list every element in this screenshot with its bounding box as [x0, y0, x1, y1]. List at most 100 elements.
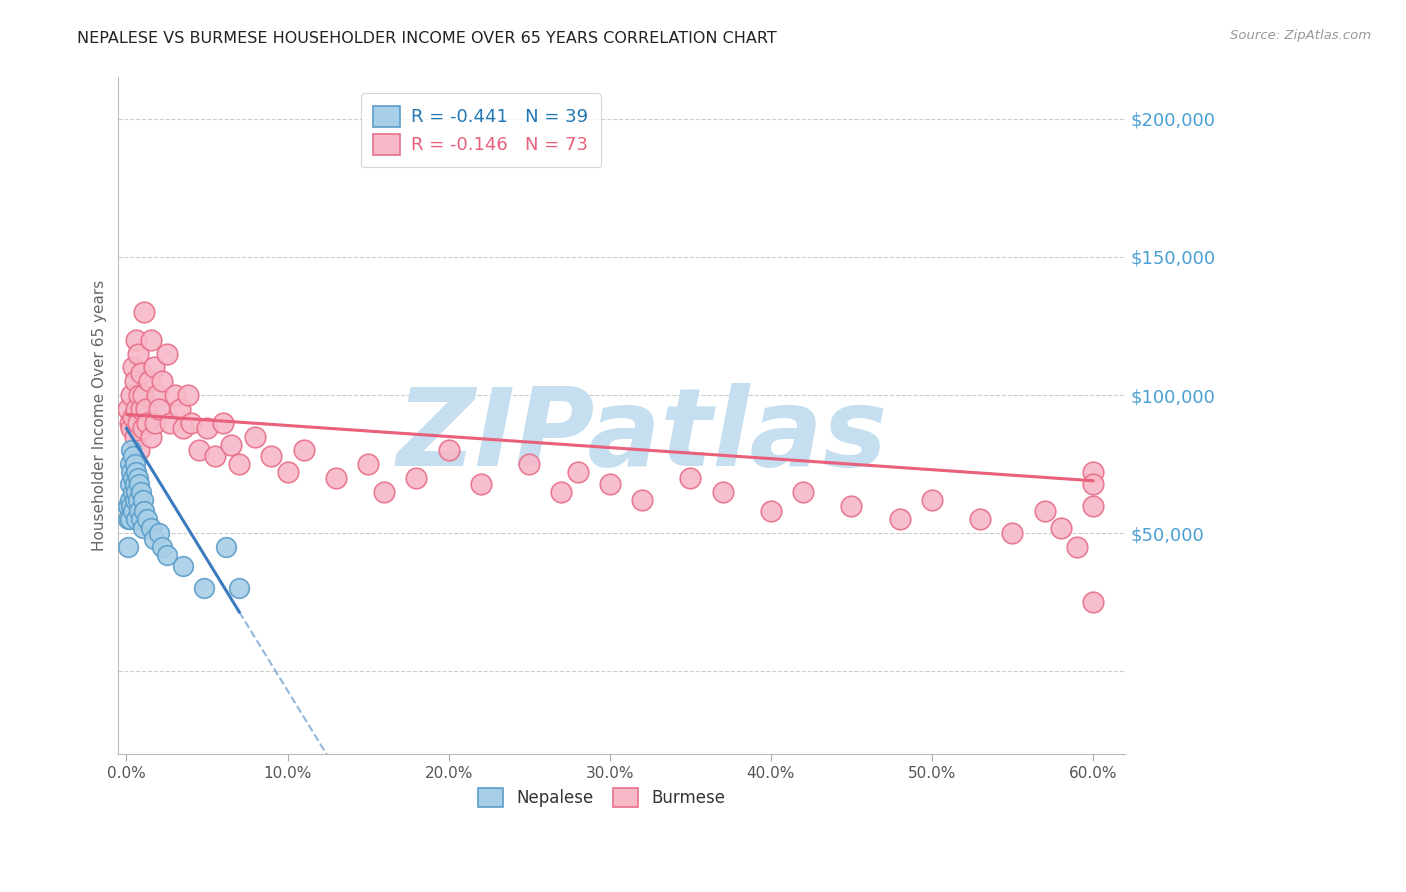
Point — [136, 512, 159, 526]
Point — [1050, 521, 1073, 535]
Point — [631, 493, 654, 508]
Point — [134, 504, 156, 518]
Point — [122, 471, 145, 485]
Point — [215, 540, 238, 554]
Point — [180, 416, 202, 430]
Point — [134, 305, 156, 319]
Point — [219, 438, 242, 452]
Point — [129, 401, 152, 416]
Point — [129, 512, 152, 526]
Point — [124, 374, 146, 388]
Point — [204, 449, 226, 463]
Point — [120, 443, 142, 458]
Point — [129, 484, 152, 499]
Point — [325, 471, 347, 485]
Point — [470, 476, 492, 491]
Point — [212, 416, 235, 430]
Point — [127, 471, 149, 485]
Point — [172, 421, 194, 435]
Text: NEPALESE VS BURMESE HOUSEHOLDER INCOME OVER 65 YEARS CORRELATION CHART: NEPALESE VS BURMESE HOUSEHOLDER INCOME O… — [77, 31, 778, 46]
Point — [128, 388, 150, 402]
Point — [599, 476, 621, 491]
Point — [138, 374, 160, 388]
Point — [122, 360, 145, 375]
Point — [128, 443, 150, 458]
Point — [136, 416, 159, 430]
Point — [150, 374, 173, 388]
Point — [122, 504, 145, 518]
Point — [792, 484, 814, 499]
Point — [550, 484, 572, 499]
Point — [131, 421, 153, 435]
Point — [131, 493, 153, 508]
Point — [517, 457, 540, 471]
Point — [142, 532, 165, 546]
Point — [193, 582, 215, 596]
Point — [124, 493, 146, 508]
Point — [120, 466, 142, 480]
Point — [277, 466, 299, 480]
Text: Source: ZipAtlas.com: Source: ZipAtlas.com — [1230, 29, 1371, 42]
Point — [127, 346, 149, 360]
Point — [437, 443, 460, 458]
Point — [127, 416, 149, 430]
Point — [148, 401, 170, 416]
Point — [1081, 466, 1104, 480]
Point — [139, 333, 162, 347]
Point — [921, 493, 943, 508]
Point — [125, 466, 148, 480]
Point — [142, 360, 165, 375]
Point — [124, 476, 146, 491]
Point — [120, 388, 142, 402]
Point — [124, 457, 146, 471]
Point — [1081, 499, 1104, 513]
Point — [122, 410, 145, 425]
Point — [120, 421, 142, 435]
Point — [245, 429, 267, 443]
Point — [129, 366, 152, 380]
Point — [118, 416, 141, 430]
Point — [118, 512, 141, 526]
Point — [567, 466, 589, 480]
Point — [118, 493, 141, 508]
Point — [150, 540, 173, 554]
Point — [117, 540, 139, 554]
Point — [139, 521, 162, 535]
Point — [159, 416, 181, 430]
Point — [172, 559, 194, 574]
Point — [1001, 526, 1024, 541]
Point — [841, 499, 863, 513]
Point — [373, 484, 395, 499]
Point — [759, 504, 782, 518]
Point — [405, 471, 427, 485]
Point — [1081, 595, 1104, 609]
Point — [117, 512, 139, 526]
Point — [1081, 476, 1104, 491]
Point — [131, 521, 153, 535]
Point — [1066, 540, 1088, 554]
Point — [177, 388, 200, 402]
Point — [118, 457, 141, 471]
Point — [135, 401, 157, 416]
Point — [260, 449, 283, 463]
Point — [228, 457, 250, 471]
Point — [679, 471, 702, 485]
Point — [1033, 504, 1056, 518]
Point — [228, 582, 250, 596]
Point — [357, 457, 380, 471]
Legend: Nepalese, Burmese: Nepalese, Burmese — [471, 781, 733, 814]
Point — [969, 512, 991, 526]
Text: ZIPatlas: ZIPatlas — [396, 384, 887, 489]
Point — [131, 388, 153, 402]
Point — [125, 401, 148, 416]
Point — [292, 443, 315, 458]
Point — [145, 416, 167, 430]
Point — [188, 443, 211, 458]
Point — [139, 429, 162, 443]
Point — [128, 476, 150, 491]
Point — [120, 499, 142, 513]
Point — [148, 526, 170, 541]
Point — [128, 504, 150, 518]
Point — [195, 421, 218, 435]
Point — [127, 493, 149, 508]
